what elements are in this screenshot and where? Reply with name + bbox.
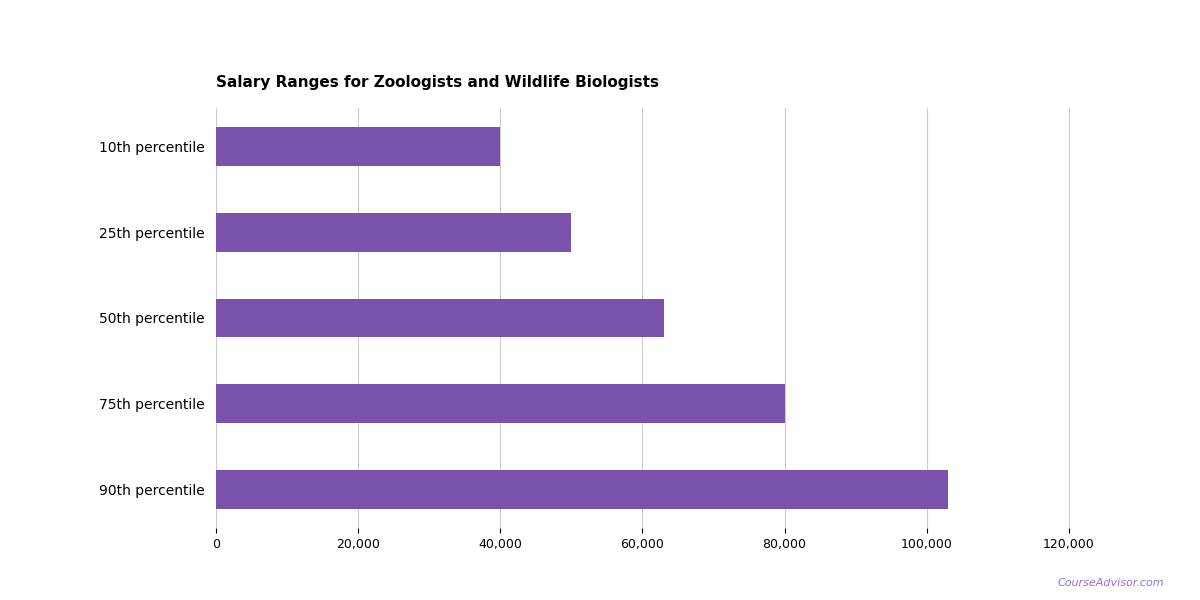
Text: CourseAdvisor.com: CourseAdvisor.com	[1057, 578, 1164, 588]
Bar	[216, 385, 785, 423]
Bar	[216, 127, 500, 166]
Bar	[216, 213, 571, 251]
Text: Salary Ranges for Zoologists and Wildlife Biologists: Salary Ranges for Zoologists and Wildlif…	[216, 75, 659, 90]
Bar	[216, 299, 664, 337]
Bar	[216, 470, 948, 509]
